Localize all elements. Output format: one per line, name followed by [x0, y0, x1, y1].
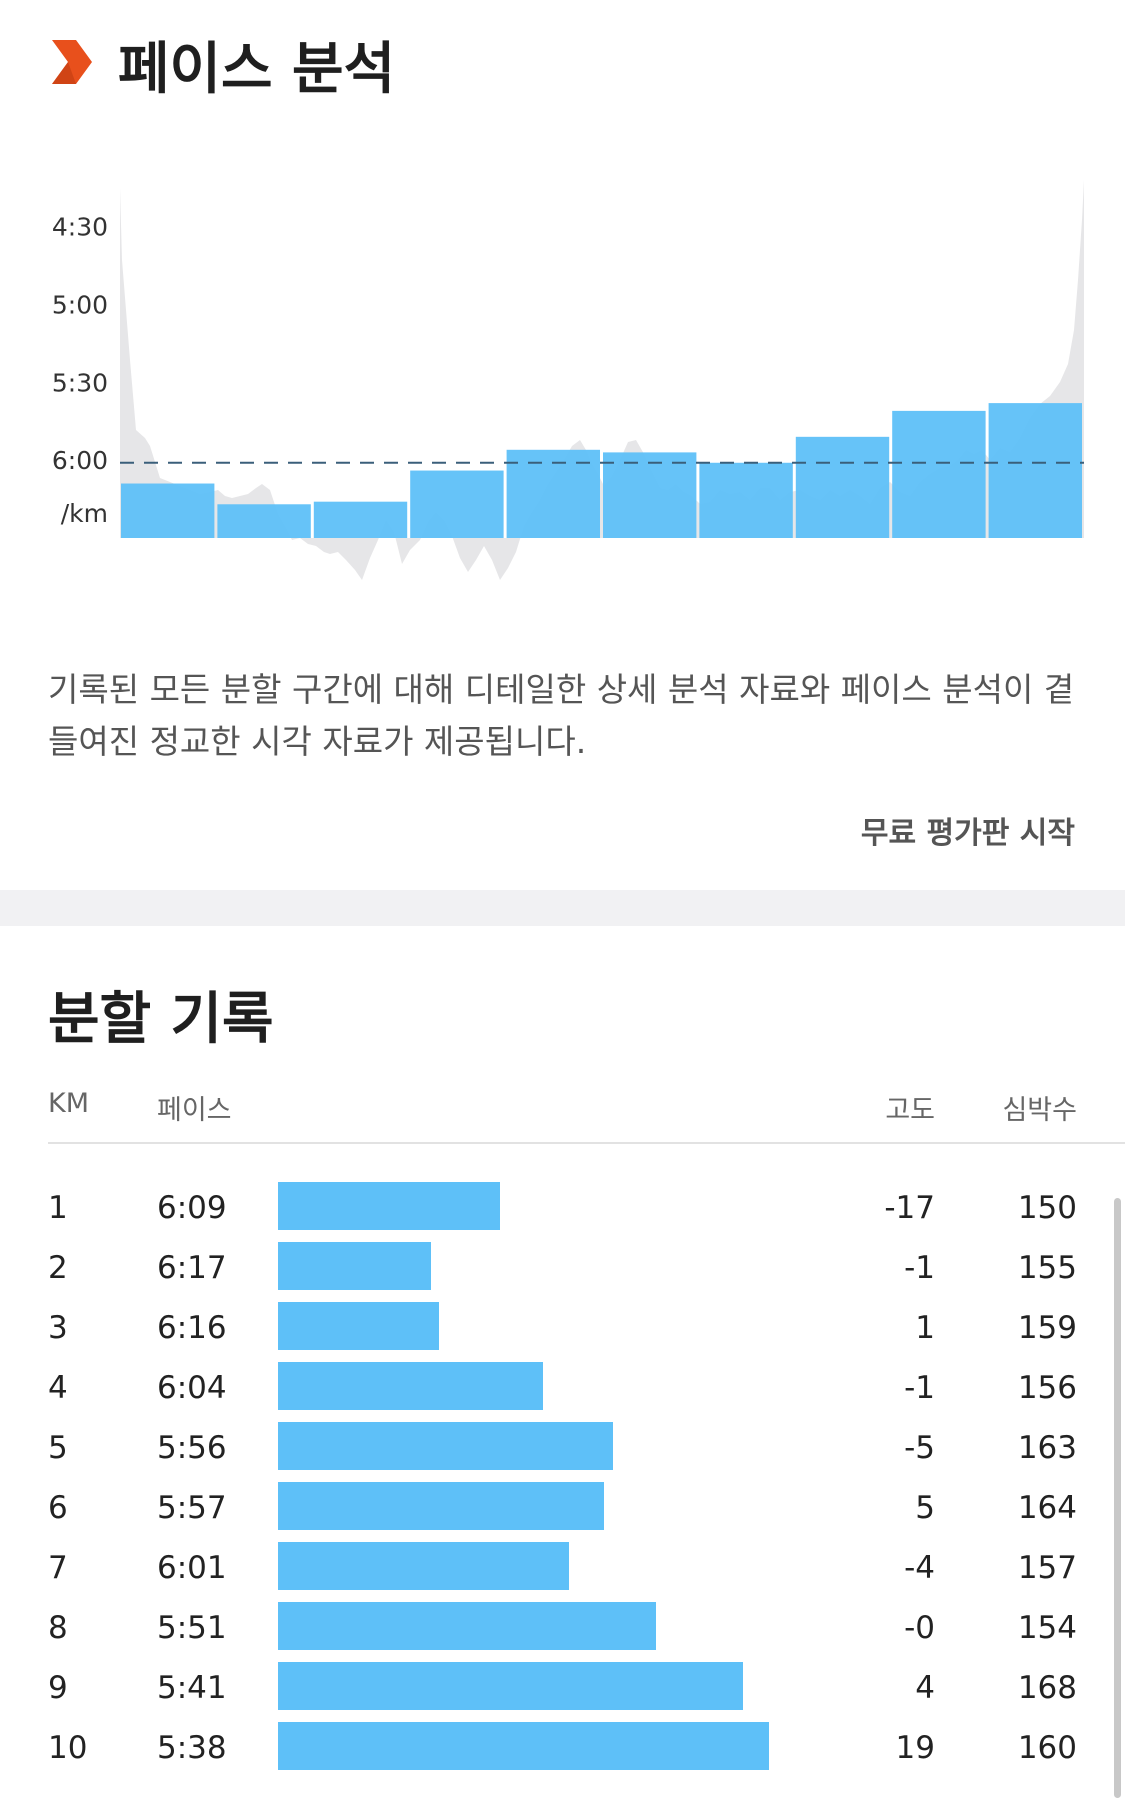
split-pace: 5:51 [157, 1610, 227, 1646]
split-elevation: -0 [904, 1610, 935, 1646]
pace-detail-area [120, 180, 1084, 580]
split-km: 8 [48, 1610, 68, 1646]
pace-analysis-description: 기록된 모든 분할 구간에 대해 디테일한 상세 분석 자료와 페이스 분석이 … [48, 670, 1075, 761]
split-heart-rate: 168 [1017, 1670, 1077, 1706]
split-km: 10 [48, 1730, 88, 1766]
column-header-pace: 페이스 [157, 1095, 232, 1126]
table-row: 5 5:56 -5 163 [0, 1422, 1125, 1482]
table-row: 3 6:16 1 159 [0, 1302, 1125, 1362]
split-pace: 5:41 [157, 1670, 227, 1706]
split-heart-rate: 154 [1017, 1610, 1077, 1646]
split-elevation: 4 [915, 1670, 935, 1706]
split-km: 4 [48, 1370, 68, 1406]
split-pace: 6:01 [157, 1550, 227, 1586]
split-pace-bar [278, 1422, 613, 1470]
split-pace-bar [278, 1482, 604, 1530]
split-pace: 6:17 [157, 1250, 227, 1286]
split-pace: 6:04 [157, 1370, 227, 1406]
table-row: 9 5:41 4 168 [0, 1662, 1125, 1722]
split-km: 1 [48, 1190, 68, 1226]
pace-bar [988, 403, 1082, 538]
split-pace-bar [278, 1302, 439, 1350]
split-km: 6 [48, 1490, 68, 1526]
split-pace: 6:09 [157, 1190, 227, 1226]
pace-bars [121, 403, 1082, 538]
split-elevation: 19 [895, 1730, 935, 1766]
pace-bar [217, 504, 311, 538]
split-pace: 5:56 [157, 1430, 227, 1466]
y-axis-labels: 4:30 5:00 5:30 6:00/km [52, 213, 108, 528]
table-row: 7 6:01 -4 157 [0, 1542, 1125, 1602]
pace-bar [506, 449, 600, 538]
split-elevation: -17 [884, 1190, 935, 1226]
split-heart-rate: 157 [1017, 1550, 1077, 1586]
split-elevation: -1 [904, 1250, 935, 1286]
split-km: 9 [48, 1670, 68, 1706]
split-elevation: -1 [904, 1370, 935, 1406]
split-pace-bar [278, 1362, 543, 1410]
y-tick-label: 5:30 [52, 368, 108, 397]
split-pace-bar [278, 1722, 769, 1770]
pace-bar [699, 462, 793, 538]
split-heart-rate: 163 [1017, 1430, 1077, 1466]
split-elevation: -5 [904, 1430, 935, 1466]
split-elevation: -4 [904, 1550, 935, 1586]
split-pace-bar [278, 1662, 743, 1710]
column-header-heart-rate: 심박수 [1002, 1095, 1077, 1126]
split-heart-rate: 156 [1017, 1370, 1077, 1406]
split-heart-rate: 160 [1017, 1730, 1077, 1766]
split-elevation: 1 [915, 1310, 935, 1346]
pace-bar [121, 483, 215, 538]
split-pace: 5:57 [157, 1490, 227, 1526]
pace-analysis-card: 페이스 분석 4:30 5:00 5:30 6:00/km 기록된 모든 분할 구간에… [0, 0, 1125, 890]
split-heart-rate: 150 [1017, 1190, 1077, 1226]
pace-analysis-title: 페이스 분석 [118, 37, 396, 102]
split-km: 7 [48, 1550, 68, 1586]
pace-bar [313, 501, 408, 538]
y-tick-label: 6:00 [52, 446, 108, 475]
split-km: 3 [48, 1310, 68, 1346]
split-pace-bar [278, 1242, 431, 1290]
pace-bar [795, 436, 890, 538]
split-pace-bar [278, 1542, 569, 1590]
strava-chevron-icon [52, 40, 92, 84]
table-row: 6 5:57 5 164 [0, 1482, 1125, 1542]
split-heart-rate: 155 [1017, 1250, 1077, 1286]
pace-bar [603, 452, 697, 538]
start-free-trial-link[interactable]: 무료 평가판 시작 [860, 816, 1075, 851]
pace-bar [410, 470, 504, 538]
split-pace: 5:38 [157, 1730, 227, 1766]
split-heart-rate: 159 [1017, 1310, 1077, 1346]
splits-card: 분할 기록 KM 페이스 고도 심박수 1 6:09 -17 150 2 6:1… [0, 926, 1125, 1786]
y-unit-label: /km [61, 499, 108, 528]
table-row: 8 5:51 -0 154 [0, 1602, 1125, 1662]
pace-bar [892, 410, 986, 538]
column-header-elevation: 고도 [885, 1095, 935, 1126]
y-tick-label: 4:30 [52, 213, 108, 242]
pace-chart: 4:30 5:00 5:30 6:00/km [52, 180, 1084, 580]
split-pace-bar [278, 1182, 500, 1230]
splits-title: 분할 기록 [48, 987, 274, 1052]
table-row: 2 6:17 -1 155 [0, 1242, 1125, 1302]
split-km: 2 [48, 1250, 68, 1286]
y-tick-label: 5:00 [52, 291, 108, 320]
split-heart-rate: 164 [1017, 1490, 1077, 1526]
section-divider [0, 890, 1125, 926]
split-elevation: 5 [915, 1490, 935, 1526]
split-pace: 6:16 [157, 1310, 227, 1346]
table-row: 4 6:04 -1 156 [0, 1362, 1125, 1422]
split-pace-bar [278, 1602, 656, 1650]
split-km: 5 [48, 1430, 68, 1466]
column-header-km: KM [48, 1088, 90, 1119]
scrollbar[interactable] [1114, 1198, 1121, 1798]
table-row: 10 5:38 19 160 [0, 1722, 1125, 1782]
table-row: 1 6:09 -17 150 [0, 1182, 1125, 1242]
header-divider [48, 1142, 1125, 1144]
